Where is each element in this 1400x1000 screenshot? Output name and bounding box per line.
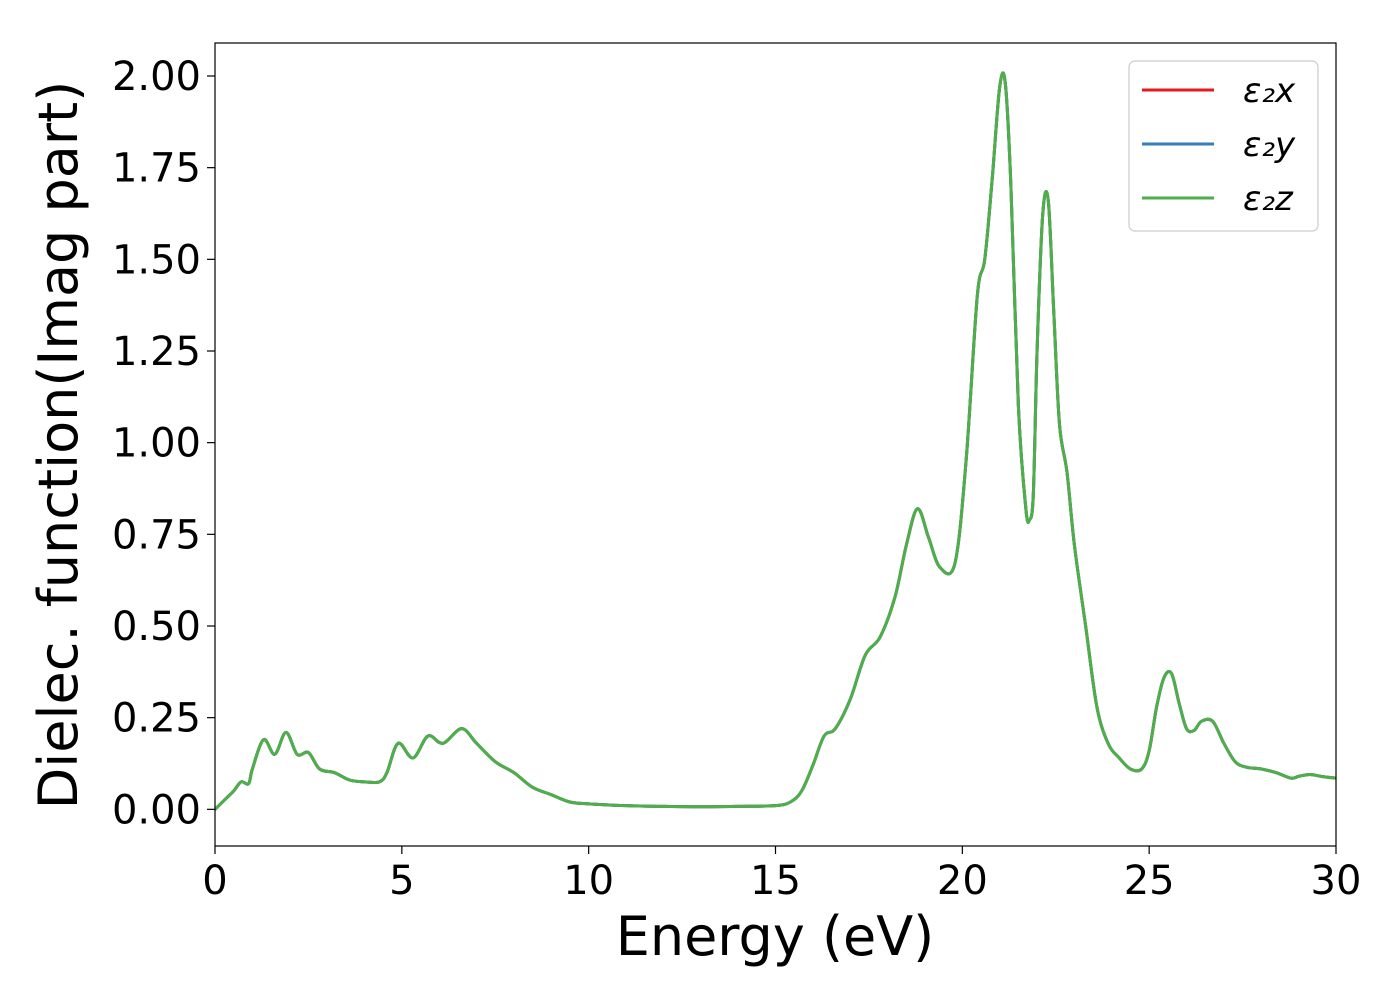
- legend-label-3: ε₂z: [1243, 179, 1294, 219]
- legend-label-2: ε₂y: [1243, 125, 1296, 165]
- y-tick-label: 1.00: [112, 421, 201, 467]
- x-axis-ticks: 0 5 10 15 20 25 30: [202, 846, 1361, 904]
- x-tick-label: 0: [202, 858, 227, 904]
- series-layer: [215, 71, 1336, 811]
- legend: ε₂x ε₂y ε₂z: [1128, 60, 1319, 232]
- y-tick-label: 1.75: [112, 146, 201, 192]
- y-tick-label: 0.25: [112, 696, 201, 742]
- legend-box: [1128, 60, 1319, 232]
- y-tick-label: 2.00: [112, 54, 201, 100]
- x-tick-label: 5: [389, 858, 414, 904]
- y-axis-title: Dielec. function(Imag part): [27, 81, 90, 810]
- y-tick-label: 0.75: [112, 512, 201, 558]
- x-tick-label: 30: [1311, 858, 1362, 904]
- y-tick-label: 1.25: [112, 329, 201, 375]
- x-tick-label: 10: [563, 858, 614, 904]
- x-tick-label: 15: [750, 858, 801, 904]
- y-tick-label: 0.00: [112, 787, 201, 833]
- x-axis-title: Energy (eV): [616, 905, 935, 968]
- legend-label-1: ε₂x: [1243, 71, 1296, 111]
- x-tick-label: 25: [1124, 858, 1175, 904]
- y-tick-label: 0.50: [112, 604, 201, 650]
- y-axis-ticks: 0.00 0.25 0.50 0.75 1.00 1.25 1.50 1.75 2.00: [112, 54, 215, 833]
- legend-items: ε₂x ε₂y ε₂z: [1142, 71, 1296, 219]
- series-line-3: [215, 71, 1336, 811]
- y-tick-label: 1.50: [112, 237, 201, 283]
- x-tick-label: 20: [937, 858, 988, 904]
